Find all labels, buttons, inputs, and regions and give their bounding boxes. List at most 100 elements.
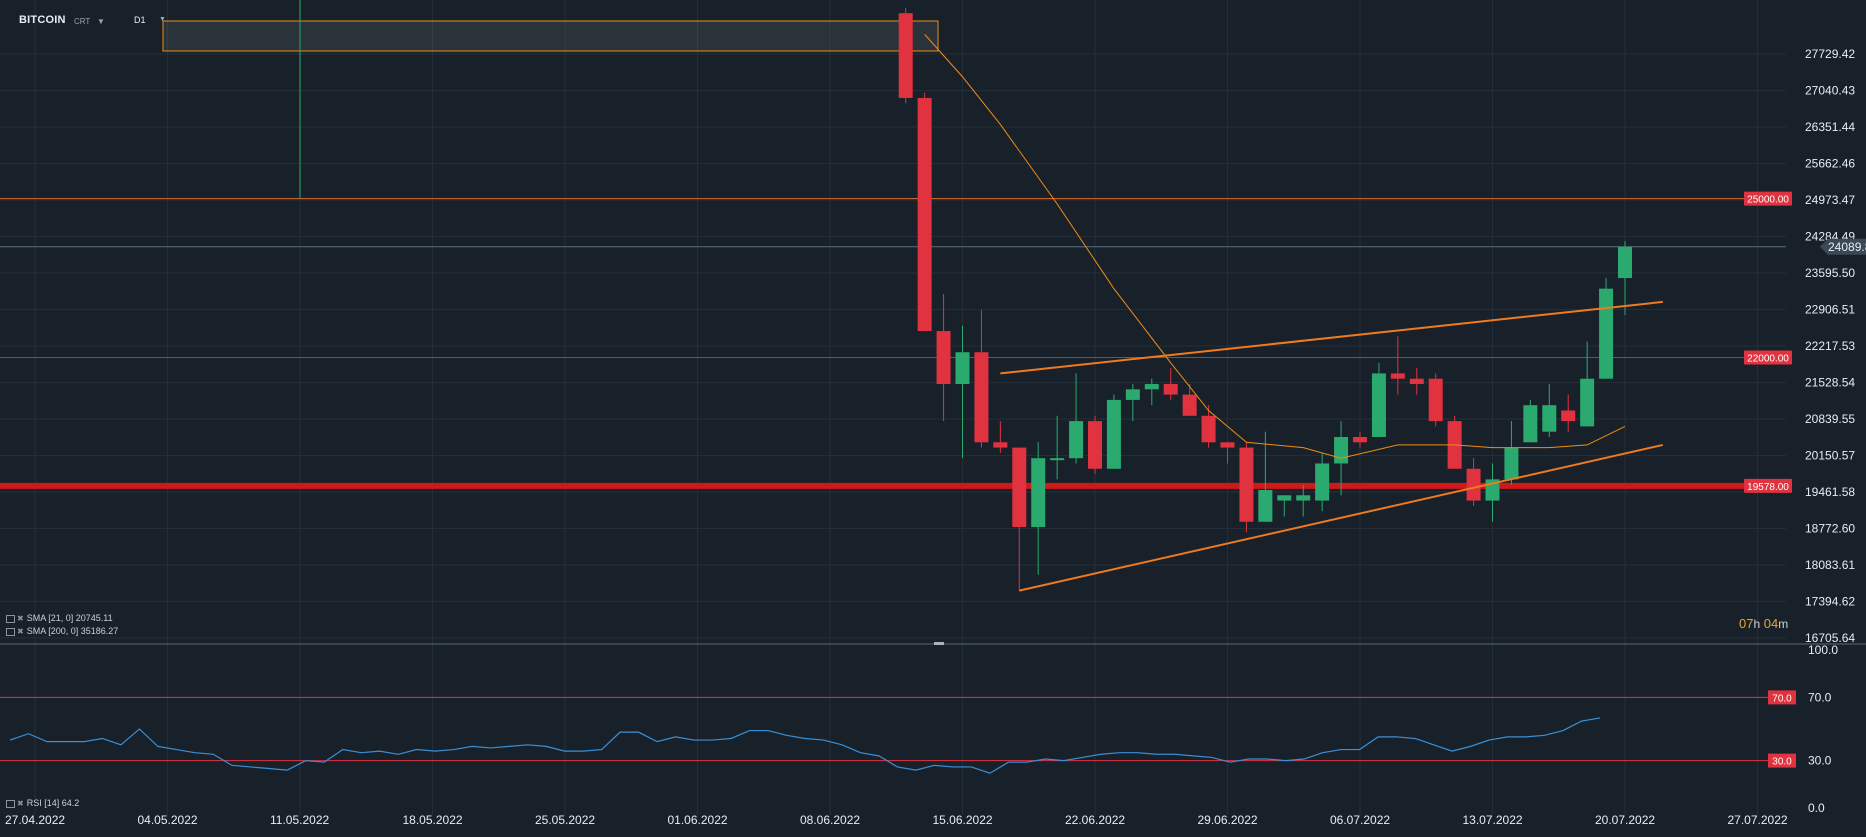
candle[interactable]	[1371, 362, 1386, 437]
x-tick-label: 29.06.2022	[1198, 813, 1258, 827]
candle-body	[898, 13, 913, 98]
candle[interactable]	[1580, 341, 1595, 427]
level-badge-label: 25000.00	[1747, 195, 1789, 206]
candle[interactable]	[293, 0, 307, 199]
settings-icon[interactable]	[6, 799, 15, 808]
zone-rectangle[interactable]	[162, 20, 939, 52]
x-tick-label: 27.07.2022	[1728, 813, 1788, 827]
close-icon[interactable]: ✖	[17, 799, 24, 808]
chevron-down-icon[interactable]: ▼	[97, 17, 105, 26]
candle[interactable]	[1088, 415, 1102, 475]
candle-body	[1201, 415, 1216, 443]
candle[interactable]	[1447, 415, 1462, 469]
sma21-legend[interactable]: ✖ SMA [21, 0] 20745.11	[6, 613, 113, 623]
candle[interactable]	[1466, 458, 1481, 506]
candle-body	[1618, 246, 1632, 279]
candle[interactable]	[898, 7, 913, 104]
candle-body	[974, 352, 989, 443]
candle[interactable]	[1353, 431, 1367, 448]
rsi-level-badge-label: 30.0	[1772, 757, 1792, 768]
candle[interactable]	[1163, 368, 1178, 400]
candle[interactable]	[1296, 484, 1311, 517]
close-icon[interactable]: ✖	[17, 614, 24, 623]
level-badge[interactable]	[1744, 191, 1792, 206]
upper-trendline[interactable]	[1000, 300, 1663, 375]
level-badge[interactable]	[1744, 478, 1792, 493]
candle[interactable]	[1144, 378, 1159, 406]
sma21-line[interactable]	[924, 34, 1626, 459]
candle[interactable]	[1201, 405, 1216, 448]
candle[interactable]	[1485, 463, 1500, 522]
y-tick-label: 27040.43	[1805, 84, 1855, 98]
candle[interactable]	[1069, 373, 1084, 464]
candle[interactable]	[936, 293, 951, 422]
y-tick-label: 22217.53	[1805, 339, 1855, 353]
y-tick-label: 27729.42	[1805, 47, 1855, 61]
chevron-down-icon[interactable]: ▼	[159, 16, 166, 23]
rsi-level-badge[interactable]	[1768, 753, 1796, 768]
sma200-legend[interactable]: ✖ SMA [200, 0] 35186.27	[6, 626, 118, 636]
candle-body	[1106, 399, 1121, 469]
countdown-hours: 07	[1739, 616, 1754, 631]
chart-type-selector[interactable]: CRT	[74, 17, 91, 26]
candle-body	[1371, 373, 1386, 437]
x-tick-label: 20.07.2022	[1595, 813, 1655, 827]
y-tick-label: 19461.58	[1805, 485, 1855, 499]
candle[interactable]	[1390, 336, 1405, 395]
rsi-level-badge[interactable]	[1768, 690, 1796, 705]
candle-body	[1315, 463, 1330, 501]
x-tick-label: 27.04.2022	[5, 813, 65, 827]
pane-resize-handle[interactable]	[934, 642, 944, 645]
candle[interactable]	[993, 421, 1008, 453]
candle[interactable]	[1031, 442, 1046, 575]
x-tick-label: 08.06.2022	[800, 813, 860, 827]
candle[interactable]	[1220, 442, 1235, 464]
candle[interactable]	[955, 325, 970, 459]
candle[interactable]	[1315, 452, 1330, 512]
candle[interactable]	[1258, 431, 1273, 522]
candle[interactable]	[1050, 415, 1065, 480]
candle[interactable]	[1504, 421, 1519, 485]
current-price-badge[interactable]	[1820, 238, 1866, 255]
timeframe-selector[interactable]: D1	[134, 15, 146, 25]
rsi-line[interactable]	[9, 717, 1601, 774]
settings-icon[interactable]	[6, 627, 15, 636]
candle[interactable]	[1523, 399, 1538, 443]
close-icon[interactable]: ✖	[17, 627, 24, 636]
level-badge-label: 19578.00	[1747, 482, 1789, 493]
candle[interactable]	[1409, 368, 1424, 395]
y-tick-label: 21528.54	[1805, 376, 1855, 390]
candle[interactable]	[1182, 384, 1197, 416]
candle[interactable]	[974, 309, 989, 448]
rsi-y-tick-label: 100.0	[1808, 643, 1838, 657]
candle-body	[1277, 495, 1292, 501]
candle[interactable]	[1277, 495, 1292, 517]
candle[interactable]	[1125, 384, 1140, 422]
candle[interactable]	[1542, 384, 1557, 437]
level-badge[interactable]	[1744, 350, 1792, 365]
candle[interactable]	[1618, 240, 1632, 316]
candle-body	[936, 331, 951, 385]
candle-body	[1561, 410, 1576, 422]
candle[interactable]	[1239, 442, 1254, 533]
candle[interactable]	[1106, 394, 1121, 469]
sma200-label: SMA [200, 0] 35186.27	[26, 626, 119, 636]
candle[interactable]	[1561, 394, 1576, 432]
y-tick-label: 24973.47	[1805, 193, 1855, 207]
settings-icon[interactable]	[6, 614, 15, 623]
candle[interactable]	[1012, 447, 1027, 591]
candle-body	[1542, 405, 1557, 432]
symbol-label[interactable]: BITCOIN	[19, 14, 66, 26]
candle-body	[917, 97, 932, 332]
candle-body	[1182, 394, 1197, 416]
candle-body	[1466, 468, 1481, 501]
current-price-label: 24089.85	[1828, 240, 1866, 254]
countdown-hours-unit: h	[1753, 617, 1761, 631]
candle[interactable]	[1428, 373, 1443, 427]
rsi-legend[interactable]: ✖ RSI [14] 64.2	[6, 798, 79, 808]
candle[interactable]	[917, 92, 932, 332]
candle[interactable]	[1599, 278, 1614, 379]
lower-trendline[interactable]	[1019, 443, 1664, 592]
